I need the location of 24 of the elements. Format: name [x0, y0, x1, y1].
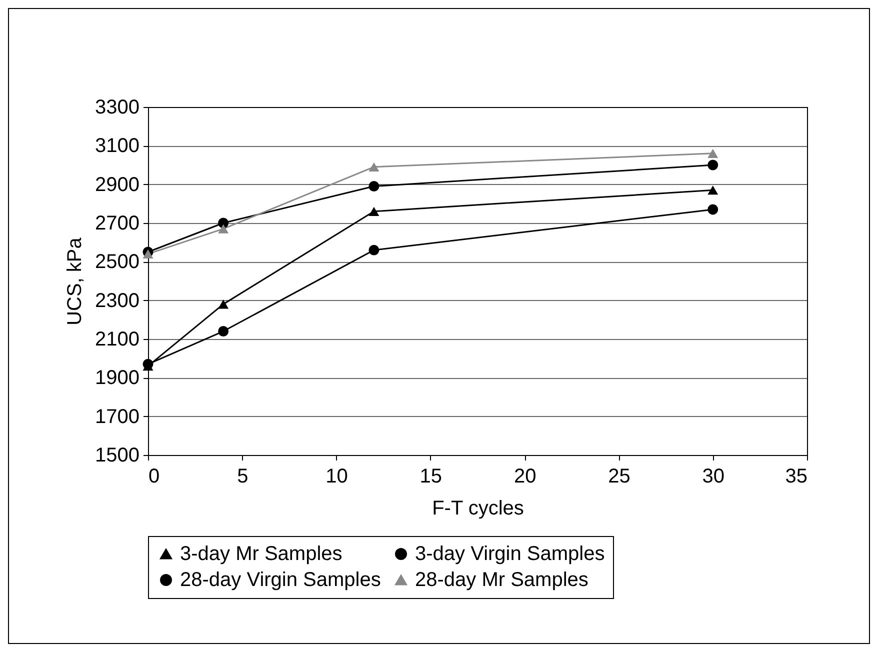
x-tick-label: 0: [148, 466, 160, 488]
y-tick-label: 2900: [95, 174, 140, 196]
y-tick-label: 2700: [95, 212, 140, 234]
y-tick-label: 2100: [95, 328, 140, 350]
y-tick-label: 2300: [95, 290, 140, 312]
y-tick-label: 1500: [95, 444, 140, 466]
x-tick-label: 30: [702, 466, 724, 488]
y-tick-label: 1700: [95, 406, 140, 428]
legend-label: 3-day Mr Samples: [180, 543, 342, 565]
x-tick-label: 5: [237, 466, 248, 488]
legend-label: 28-day Mr Samples: [415, 569, 588, 591]
y-axis-title: UCS, kPa: [64, 236, 86, 326]
x-tick-label: 15: [420, 466, 442, 488]
x-tick-label: 25: [608, 466, 630, 488]
legend-label: 28-day Virgin Samples: [180, 569, 381, 591]
legend-label: 3-day Virgin Samples: [415, 543, 605, 565]
x-tick-label: 35: [785, 466, 808, 488]
x-tick-label: 20: [514, 466, 536, 488]
y-tick-label: 3300: [95, 96, 140, 118]
y-tick-label: 2500: [95, 251, 140, 274]
x-tick-label: 10: [326, 466, 348, 488]
y-tick-label: 1900: [95, 367, 140, 390]
y-tick-label: 3100: [95, 135, 140, 158]
x-axis-title: F-T cycles: [432, 498, 524, 520]
